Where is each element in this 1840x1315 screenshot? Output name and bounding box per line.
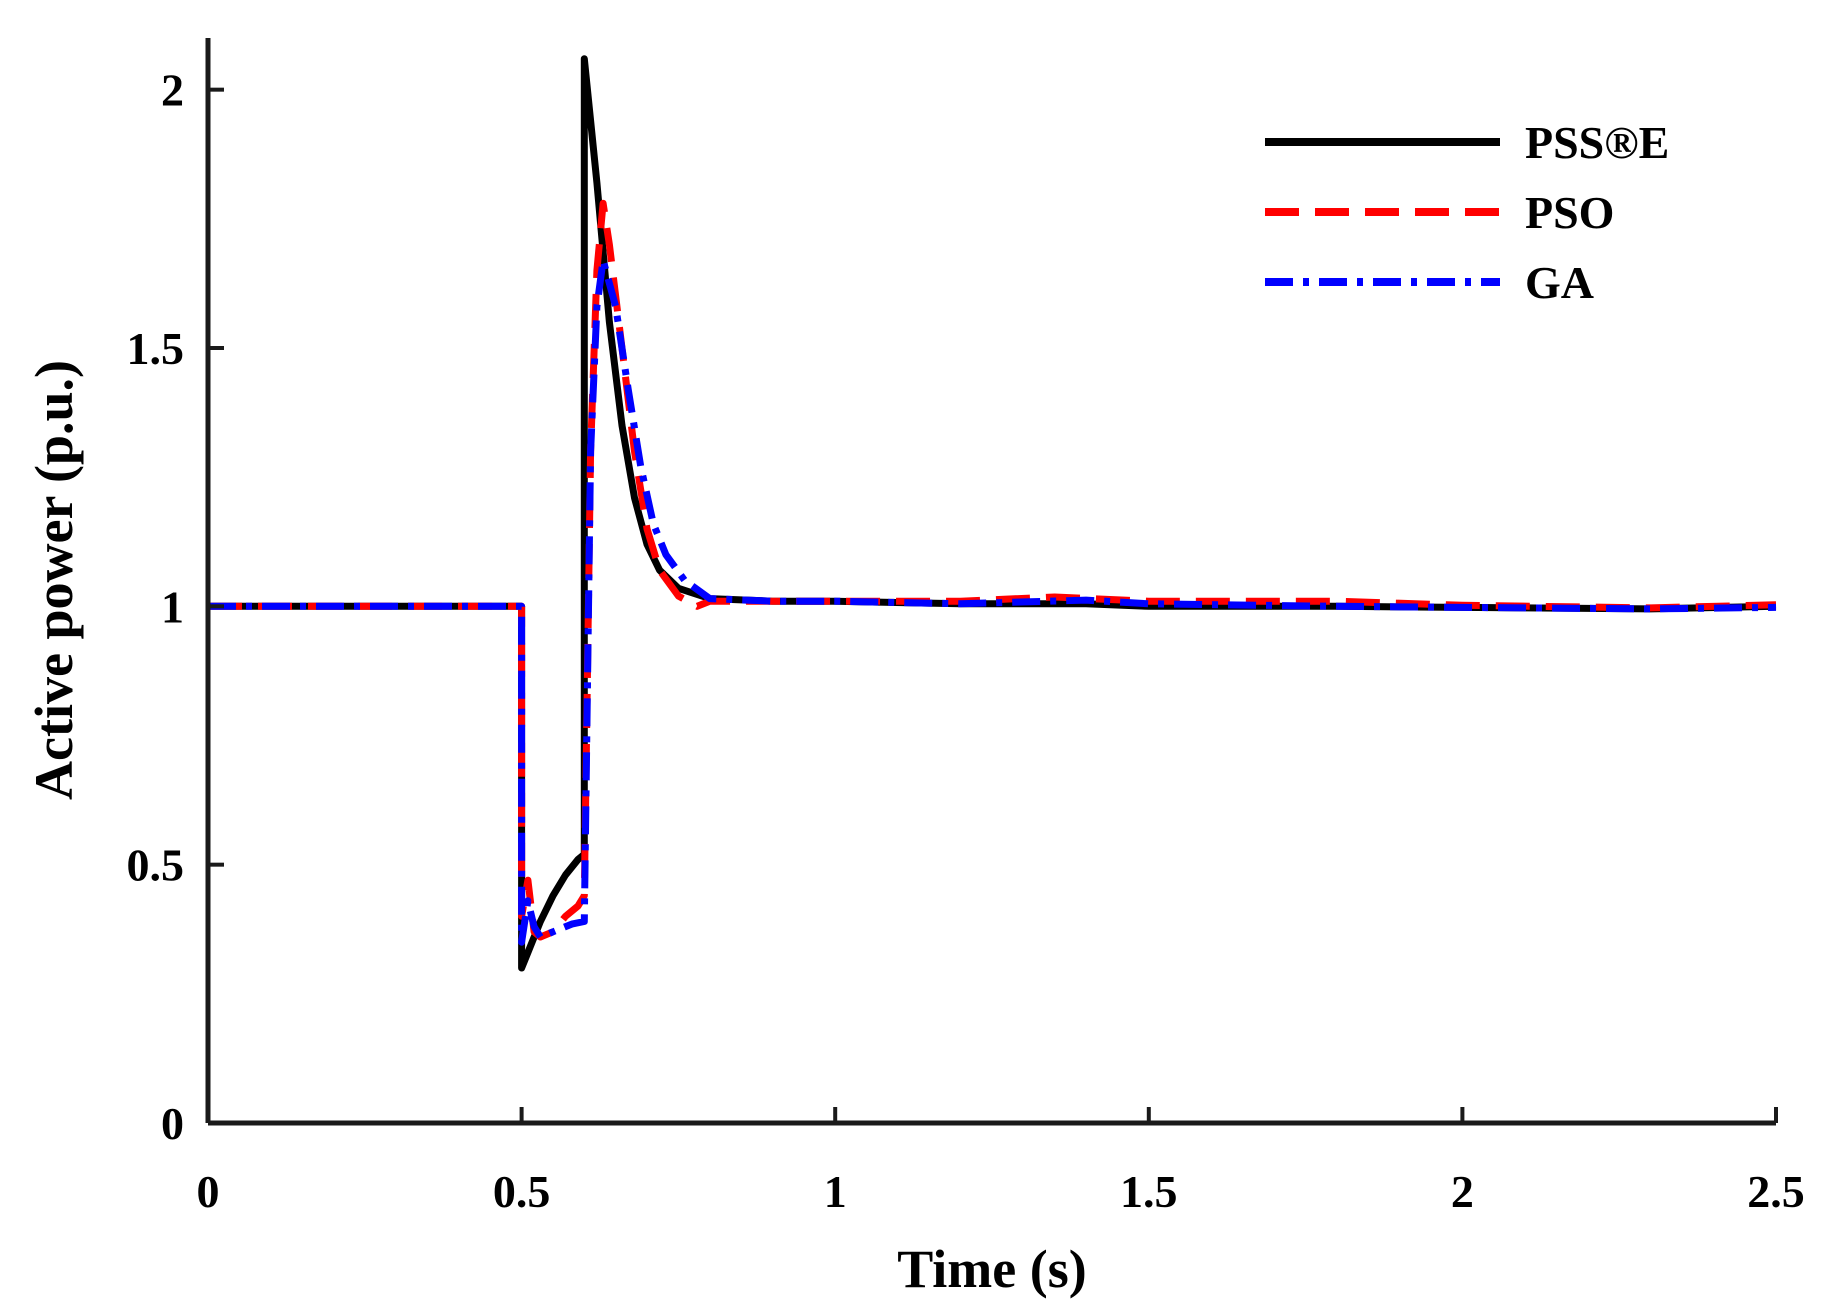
x-axis-title: Time (s) [897, 1239, 1086, 1299]
x-tick-label: 1.5 [1120, 1166, 1178, 1217]
x-tick-label: 1 [824, 1166, 847, 1217]
legend-label-1: PSO [1525, 187, 1614, 238]
legend: PSS®E PSO GA [1265, 117, 1669, 308]
y-tick-label: 0.5 [127, 840, 185, 891]
tick-layer: 0 0.5 1 1.5 2 2.5 0 0.5 1 1.5 2 [127, 65, 1805, 1217]
y-tick-label: 1.5 [127, 323, 185, 374]
y-axis-title: Active power (p.u.) [24, 360, 84, 800]
y-tick-label: 1 [161, 581, 184, 632]
y-tick-label: 0 [161, 1098, 184, 1149]
legend-label-0: PSS®E [1525, 117, 1669, 168]
y-tick-label: 2 [161, 65, 184, 116]
x-tick-label: 0.5 [493, 1166, 551, 1217]
x-tick-label: 2.5 [1747, 1166, 1805, 1217]
legend-label-2: GA [1525, 257, 1594, 308]
series-line-2 [208, 256, 1777, 946]
x-tick-label: 0 [197, 1166, 220, 1217]
series-layer [208, 55, 1777, 972]
x-tick-label: 2 [1451, 1166, 1474, 1217]
